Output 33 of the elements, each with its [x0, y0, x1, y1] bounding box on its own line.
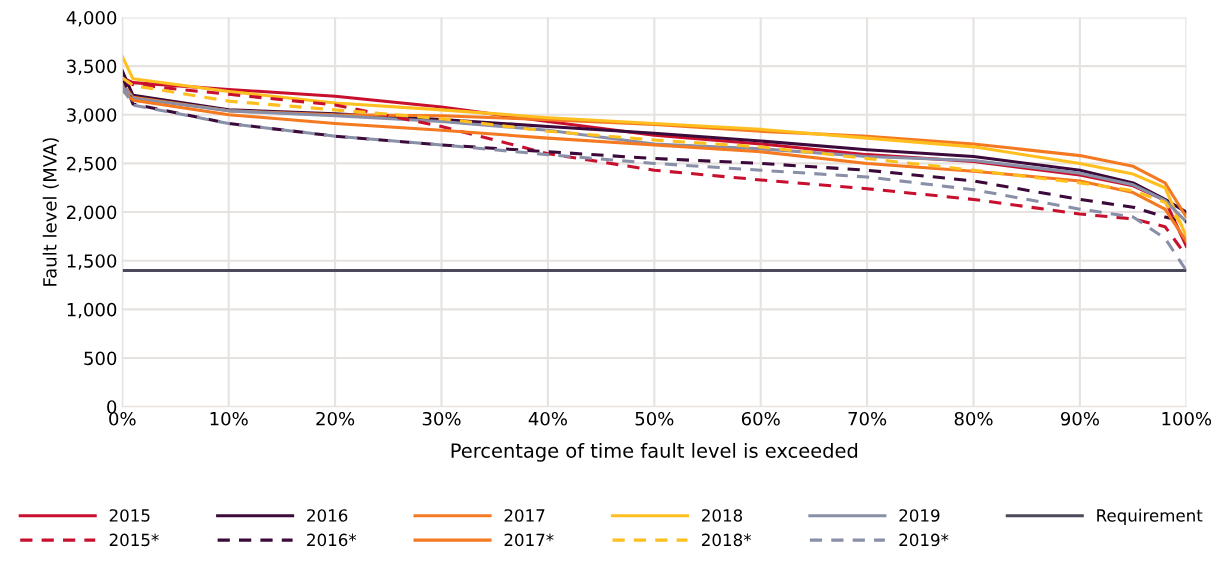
- y-tick-label: 500: [84, 351, 117, 366]
- x-tick-label: 100%: [1162, 411, 1212, 426]
- x-tick-label: 40%: [528, 411, 567, 426]
- y-tick-label: 1,000: [67, 302, 117, 319]
- legend-label: 2019*: [899, 533, 949, 547]
- y-tick-label: 2,500: [67, 156, 117, 173]
- x-tick-label: 60%: [741, 411, 780, 426]
- y-tick-label: 4,000: [66, 10, 117, 27]
- x-tick-label: 20%: [316, 411, 355, 426]
- x-axis-title: Percentage of time fault level is exceeded: [451, 442, 858, 462]
- legend-label: 2018: [702, 509, 743, 522]
- legend-label: 2018*: [702, 533, 752, 547]
- x-tick-label: 30%: [422, 411, 461, 426]
- x-tick-label: 90%: [1060, 411, 1099, 426]
- legend-label: 2017*: [504, 533, 554, 547]
- y-tick-label: 3,500: [67, 59, 117, 76]
- x-tick-label: 50%: [635, 411, 674, 426]
- legend-label: 2017: [504, 509, 545, 522]
- x-tick-label: 80%: [954, 411, 993, 426]
- x-tick-label: 10%: [210, 411, 248, 426]
- x-tick-label: 70%: [848, 411, 887, 426]
- y-tick-label: 2,000: [67, 205, 117, 222]
- legend-label: 2016: [307, 509, 348, 522]
- legend-label: 2015: [109, 509, 150, 522]
- legend-label: 2015*: [109, 533, 159, 547]
- y-tick-label: 1,500: [67, 254, 117, 270]
- legend-label: Requirement: [1097, 508, 1203, 525]
- x-tick-label: 0%: [109, 411, 136, 426]
- y-tick-label: 3,000: [67, 108, 117, 124]
- y-tick-label: 0: [107, 400, 117, 414]
- y-axis-title: Fault level (MVA): [42, 138, 59, 286]
- legend-label: 2016*: [307, 533, 357, 547]
- legend-label: 2019: [899, 509, 940, 522]
